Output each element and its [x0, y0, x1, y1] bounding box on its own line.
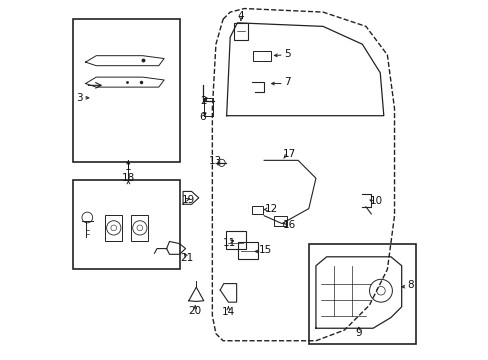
Text: 14: 14: [222, 307, 235, 317]
Bar: [238, 242, 257, 259]
Text: 20: 20: [188, 306, 202, 316]
Text: 21: 21: [181, 253, 194, 263]
Bar: [131, 215, 148, 242]
Text: 9: 9: [355, 328, 362, 338]
Bar: [233, 23, 247, 40]
Bar: [273, 216, 286, 226]
Bar: [252, 51, 271, 62]
Text: 12: 12: [264, 203, 277, 213]
Text: 10: 10: [368, 197, 382, 206]
Bar: [105, 215, 122, 242]
Text: 16: 16: [282, 220, 295, 230]
Bar: [251, 206, 263, 214]
Text: 7: 7: [284, 77, 290, 87]
Text: 2: 2: [200, 96, 206, 107]
Text: 4: 4: [237, 11, 244, 21]
Text: 1: 1: [125, 162, 131, 172]
Text: 13: 13: [209, 157, 222, 166]
Text: 3: 3: [76, 93, 82, 103]
Text: 8: 8: [407, 280, 413, 291]
Text: 19: 19: [181, 195, 194, 204]
Text: 17: 17: [282, 149, 295, 159]
Text: 18: 18: [122, 173, 135, 183]
Bar: [225, 231, 245, 249]
Text: 6: 6: [199, 112, 205, 122]
Text: 15: 15: [258, 245, 271, 255]
Bar: [308, 244, 415, 344]
Bar: [73, 180, 180, 269]
Text: 11: 11: [223, 238, 236, 248]
Text: 5: 5: [284, 49, 290, 59]
Bar: [73, 19, 180, 162]
